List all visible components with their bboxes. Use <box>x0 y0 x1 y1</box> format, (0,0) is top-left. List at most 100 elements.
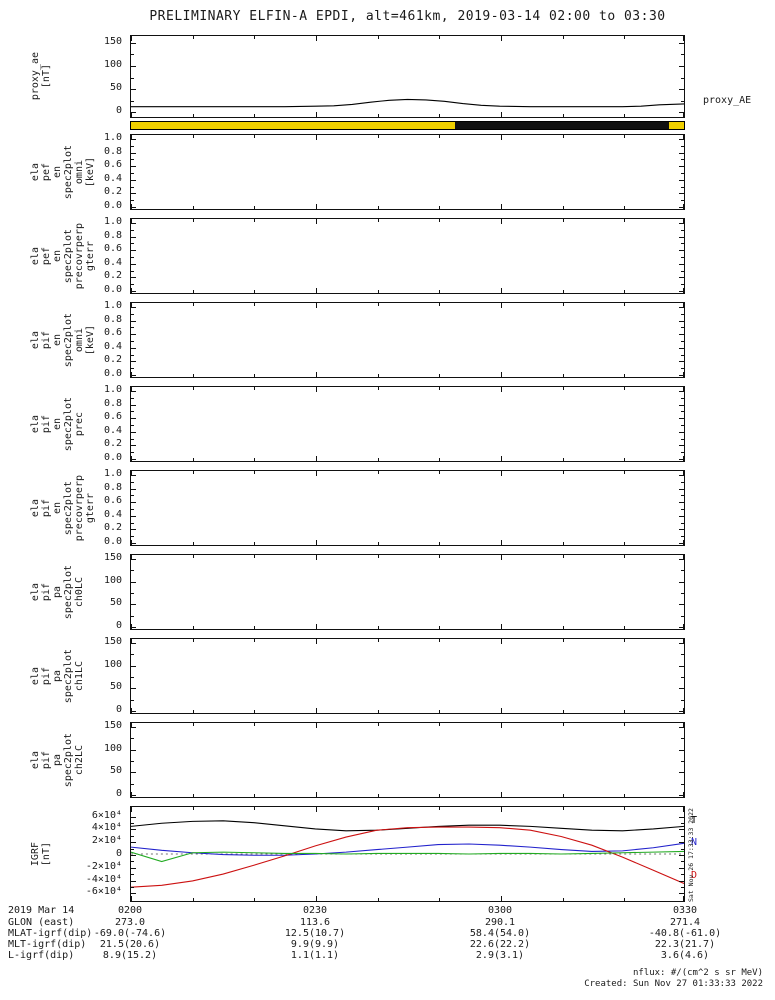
tick-mark <box>683 540 684 545</box>
annotation-value: 22.6(22.2) <box>469 939 531 950</box>
tick-mark <box>681 835 684 837</box>
y-tick-label: 0.2 <box>103 354 122 366</box>
tick-mark <box>254 290 256 293</box>
series-svg <box>131 387 684 461</box>
tick-mark <box>562 135 564 138</box>
tick-mark <box>131 361 136 363</box>
y-tick-label: -2×10⁴ <box>85 860 122 872</box>
tick-mark <box>377 807 379 810</box>
tick-mark <box>679 391 684 393</box>
tick-mark <box>681 313 684 315</box>
annotation-value: 3.6(4.6) <box>660 950 710 961</box>
tick-mark <box>131 397 134 399</box>
tick-mark <box>679 829 684 831</box>
y-tick-label: -4×10⁴ <box>85 873 122 885</box>
tick-mark <box>131 581 136 583</box>
y-tick-label: 0.6 <box>103 327 122 339</box>
tick-mark <box>377 723 379 726</box>
tick-mark <box>501 708 502 713</box>
y-tick-label: 0.6 <box>103 243 122 255</box>
tick-mark <box>254 36 256 39</box>
tick-mark <box>377 794 379 797</box>
tick-mark <box>131 708 132 713</box>
tick-mark <box>624 135 626 138</box>
tick-mark <box>562 794 564 797</box>
tick-mark <box>377 387 379 390</box>
tick-mark <box>131 438 134 440</box>
tick-mark <box>562 471 564 474</box>
tick-mark <box>377 626 379 629</box>
tick-mark <box>377 114 379 117</box>
tick-mark <box>683 456 684 461</box>
tick-mark <box>681 354 684 356</box>
y-tick-label: 1.0 <box>103 132 122 144</box>
tick-mark <box>562 290 564 293</box>
tick-mark <box>681 509 684 510</box>
tick-mark <box>131 723 132 728</box>
plot-area <box>130 470 685 546</box>
series-svg <box>131 820 684 888</box>
tick-mark <box>192 542 194 545</box>
tick-mark <box>192 723 194 726</box>
tick-mark <box>131 855 136 856</box>
tick-mark <box>624 458 626 461</box>
tick-mark <box>377 458 379 461</box>
annotation-value: 1.1(1.1) <box>290 950 340 961</box>
x-axis-time-labels: 2019 Mar 14 0200 0230 0300 0330 <box>0 905 775 917</box>
tick-mark <box>439 219 441 222</box>
tick-mark <box>254 807 256 810</box>
tick-mark <box>192 555 194 558</box>
y-tick-labels: 0 50 100 150 <box>0 35 126 118</box>
tick-mark <box>131 772 136 774</box>
tick-mark <box>377 135 379 138</box>
tick-mark <box>679 880 684 882</box>
tick-mark <box>131 688 136 690</box>
tick-mark <box>131 887 134 888</box>
tick-mark <box>131 166 136 168</box>
series-svg <box>131 471 684 545</box>
tick-mark <box>131 624 132 629</box>
tick-mark <box>131 347 136 349</box>
tick-mark <box>679 794 684 796</box>
annotation-row-label: GLON (east) <box>8 917 75 928</box>
igrf-legend-d: D <box>691 870 698 881</box>
tick-mark <box>679 236 684 238</box>
tick-mark <box>624 219 626 222</box>
tick-mark <box>131 179 136 181</box>
tick-mark <box>131 236 136 238</box>
y-tick-label: 50 <box>109 597 122 609</box>
y-tick-label: 4×10⁴ <box>91 822 122 834</box>
plot-area <box>130 302 685 378</box>
tick-mark <box>254 114 256 117</box>
tick-mark <box>681 438 684 440</box>
tick-mark <box>131 570 134 572</box>
panel-pif-en-precovrperp-gterr: ela pif en spec2plot precovrperp gterr 0.0 0.2… <box>0 468 775 547</box>
y-tick-label: 0.0 <box>103 367 122 379</box>
tick-mark <box>192 794 194 797</box>
series-line-proxy_AE <box>131 98 684 108</box>
tick-mark <box>316 112 317 117</box>
annotation-value: 2.9(3.1) <box>475 950 525 961</box>
tick-mark <box>131 643 136 645</box>
panel-pef-en-omni: ela pef en spec2plot omni [keV] 0.0 0.2 0.4 0.6 0… <box>0 132 775 211</box>
y-tick-labels: 0.0 0.2 0.4 0.6 0.8 1.0 <box>0 132 126 211</box>
tick-mark <box>501 36 502 41</box>
tick-mark <box>192 471 194 474</box>
tick-mark <box>683 288 684 293</box>
tick-mark <box>624 303 626 306</box>
panel-pif-pa-ch0lc: ela pif pa spec2plot ch0LC 0 50 100 150 <box>0 552 775 631</box>
tick-mark <box>679 290 684 292</box>
footer-notes: nflux: #/(cm^2 s sr MeV) Created: Sun No… <box>584 968 763 990</box>
tick-mark <box>131 794 136 796</box>
tick-mark <box>679 418 684 420</box>
tick-mark <box>624 555 626 558</box>
plot-area <box>130 386 685 462</box>
tick-mark <box>439 387 441 390</box>
y-tick-label: 0.0 <box>103 451 122 463</box>
tick-mark <box>681 536 684 538</box>
y-tick-label: 0.2 <box>103 186 122 198</box>
tick-mark <box>624 290 626 293</box>
tick-mark <box>131 303 132 308</box>
tick-mark <box>316 792 317 797</box>
tick-mark <box>439 898 441 901</box>
